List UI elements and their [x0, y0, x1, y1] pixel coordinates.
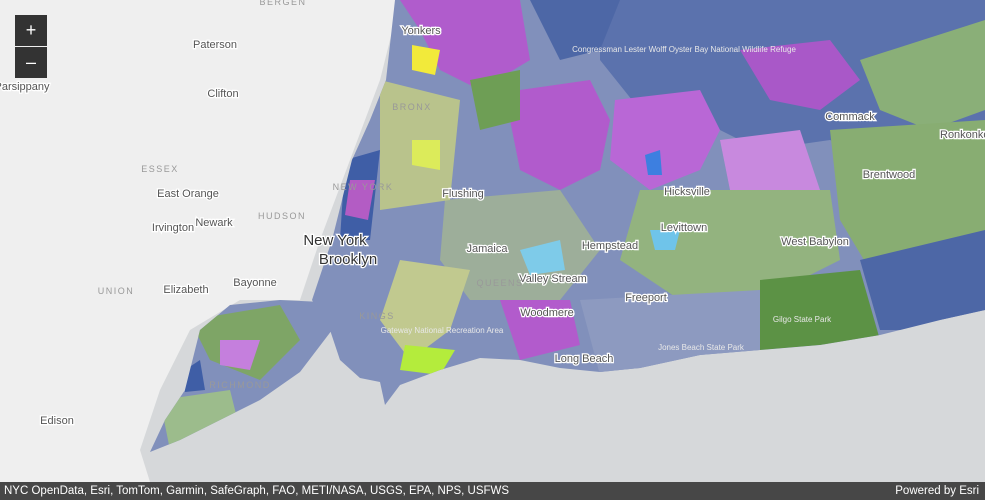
- place-label: Long Beach: [555, 353, 614, 365]
- place-label: Yonkers: [401, 25, 441, 37]
- place-label: Brentwood: [863, 169, 916, 181]
- county-label: UNION: [98, 286, 135, 296]
- place-label: Commack: [825, 111, 875, 123]
- park-label: Gilgo State Park: [773, 315, 832, 324]
- county-label: HUDSON: [258, 211, 306, 221]
- place-label: Valley Stream: [519, 273, 587, 285]
- attribution: NYC OpenData, Esri, TomTom, Garmin, Safe…: [4, 485, 510, 497]
- place-label: Woodmere: [520, 307, 574, 319]
- place-label: Elizabeth: [163, 284, 208, 296]
- labels: Yonkers Paterson Clifton Parsippany East Ora…: [0, 0, 985, 428]
- place-label: Newark: [195, 217, 233, 229]
- place-label: Clifton: [207, 88, 238, 100]
- place-label: Brooklyn: [319, 251, 377, 268]
- place-label: Hicksville: [664, 186, 710, 198]
- county-label: BERGEN: [259, 0, 306, 7]
- place-label: Hempstead: [582, 240, 638, 252]
- place-label: East Orange: [157, 188, 219, 200]
- county-label: BRONX: [392, 102, 432, 112]
- attribution-bar: NYC OpenData, Esri, TomTom, Garmin, Safe…: [0, 482, 985, 500]
- place-label: Flushing: [442, 188, 484, 200]
- place-label: West Babylon: [781, 236, 849, 248]
- county-label: RICHMOND: [209, 380, 271, 390]
- place-label: Levittown: [661, 222, 707, 234]
- zoom-out-button[interactable]: –: [15, 47, 47, 78]
- county-label: ESSEX: [141, 164, 179, 174]
- park-label: Jones Beach State Park: [658, 343, 745, 352]
- park-label: Gateway National Recreation Area: [381, 326, 504, 335]
- place-label: Irvington: [152, 222, 194, 234]
- place-label: Bayonne: [233, 277, 276, 289]
- place-label: Jamaica: [467, 243, 509, 255]
- place-label: Paterson: [193, 39, 237, 51]
- county-label: KINGS: [359, 311, 395, 321]
- place-label: Freeport: [625, 292, 667, 304]
- place-label: Ronkonkoma: [940, 129, 985, 141]
- park-label: Congressman Lester Wolff Oyster Bay Nati…: [572, 45, 796, 54]
- county-label: NEW YORK: [333, 182, 394, 192]
- mainland: [0, 0, 400, 482]
- map: Yonkers Paterson Clifton Parsippany East Ora…: [0, 0, 985, 482]
- powered-by: Powered by Esri: [895, 485, 979, 497]
- county-label: QUEENS: [476, 278, 523, 288]
- place-label: New York: [303, 232, 367, 249]
- place-label: Parsippany: [0, 81, 50, 93]
- place-label: Edison: [40, 415, 74, 427]
- zoom-in-button[interactable]: +: [15, 15, 47, 46]
